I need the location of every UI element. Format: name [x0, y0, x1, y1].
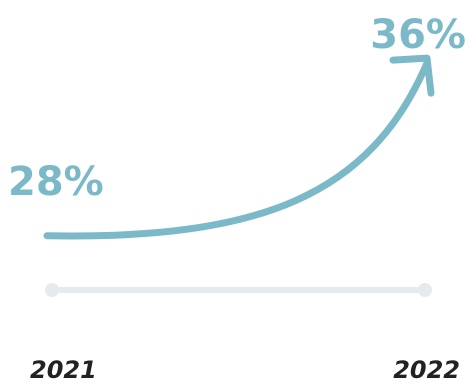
year-label-end: 2022	[393, 356, 460, 384]
value-label-end: 36%	[370, 12, 466, 58]
timeline-end-dot	[418, 283, 432, 297]
value-label-start: 28%	[8, 159, 104, 205]
arrow-head-icon	[389, 54, 435, 97]
year-label-start: 2021	[30, 356, 97, 384]
timeline-start-dot	[45, 283, 59, 297]
growth-curve	[43, 59, 431, 240]
